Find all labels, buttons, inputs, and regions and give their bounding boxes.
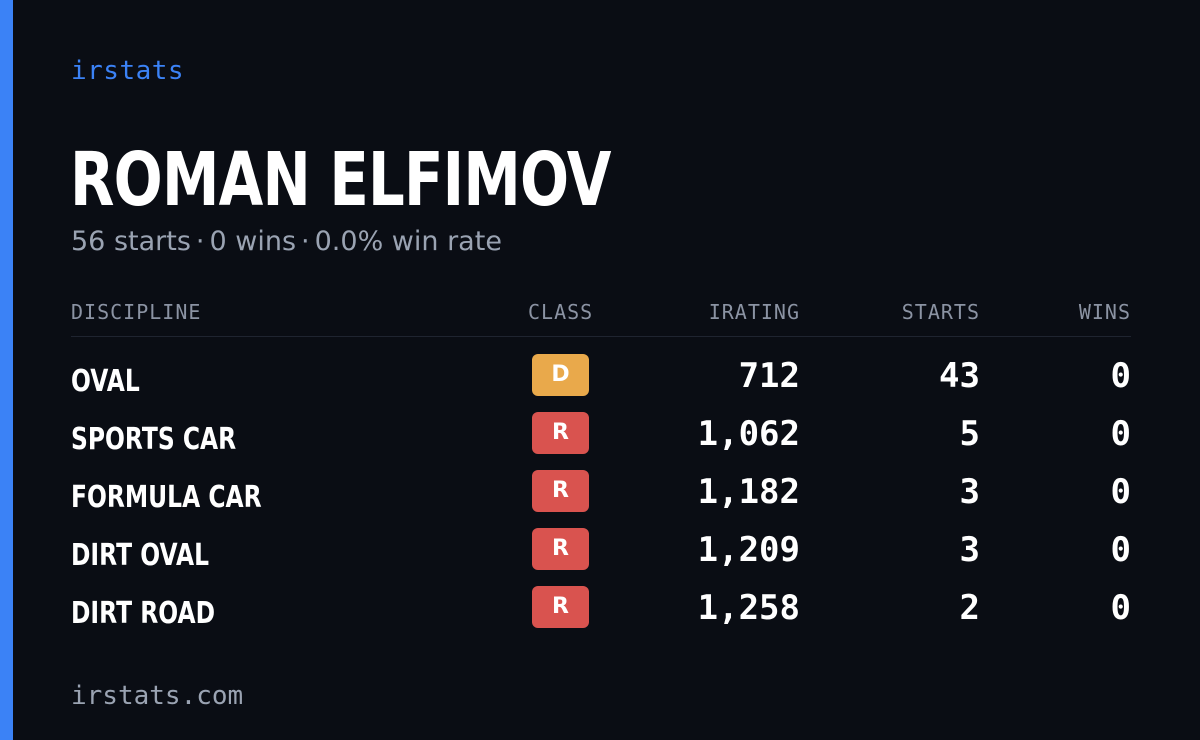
wins-value: 0 [1110,588,1131,628]
header-irating: IRATING [708,300,800,324]
separator-dot: · [195,226,205,257]
table-row: DIRT ROAD R 1,258 2 0 [71,586,1131,644]
discipline-name: FORMULA CAR [71,480,262,515]
header-class: CLASS [528,300,594,324]
table-row: OVAL D 712 43 0 [71,354,1131,412]
brand-logo-text: irstats [71,56,185,86]
irating-value: 1,062 [697,414,800,454]
class-badge: R [532,528,589,570]
separator-dot: · [301,226,310,257]
starts-value: 3 [959,472,980,512]
table-row: DIRT OVAL R 1,209 3 0 [71,528,1131,586]
irating-value: 1,209 [697,530,800,570]
irating-value: 1,258 [697,588,800,628]
table-row: FORMULA CAR R 1,182 3 0 [71,470,1131,528]
wins-summary: 0 wins [209,226,297,257]
irating-value: 1,182 [697,472,800,512]
header-starts: STARTS [901,300,980,324]
irating-value: 712 [738,356,800,396]
wins-value: 0 [1110,414,1131,454]
discipline-name: DIRT OVAL [71,538,210,573]
class-badge: R [532,412,589,454]
starts-value: 5 [959,414,980,454]
accent-bar [0,0,13,740]
wins-value: 0 [1110,472,1131,512]
starts-value: 2 [959,588,980,628]
header-wins: WINS [1078,300,1131,324]
discipline-name: SPORTS CAR [71,422,237,457]
win-rate-summary: 0.0% win rate [314,226,502,257]
wins-value: 0 [1110,530,1131,570]
table-body: OVAL D 712 43 0 SPORTS CAR R 1,062 5 0 F… [71,354,1131,644]
driver-name: ROMAN ELFIMOV [70,137,611,223]
discipline-name: DIRT ROAD [71,596,216,631]
class-badge: R [532,586,589,628]
footer-url: irstats.com [71,681,244,711]
table-header: DISCIPLINE CLASS IRATING STARTS WINS [71,296,1131,337]
starts-value: 43 [939,356,980,396]
table-row: SPORTS CAR R 1,062 5 0 [71,412,1131,470]
driver-summary: 56 starts · 0 wins · 0.0% win rate [71,226,502,257]
class-badge: D [532,354,589,396]
discipline-table: DISCIPLINE CLASS IRATING STARTS WINS OVA… [71,296,1131,644]
header-discipline: DISCIPLINE [71,300,202,324]
discipline-name: OVAL [71,364,140,399]
class-badge: R [532,470,589,512]
starts-value: 3 [959,530,980,570]
starts-summary: 56 starts [71,226,191,257]
wins-value: 0 [1110,356,1131,396]
